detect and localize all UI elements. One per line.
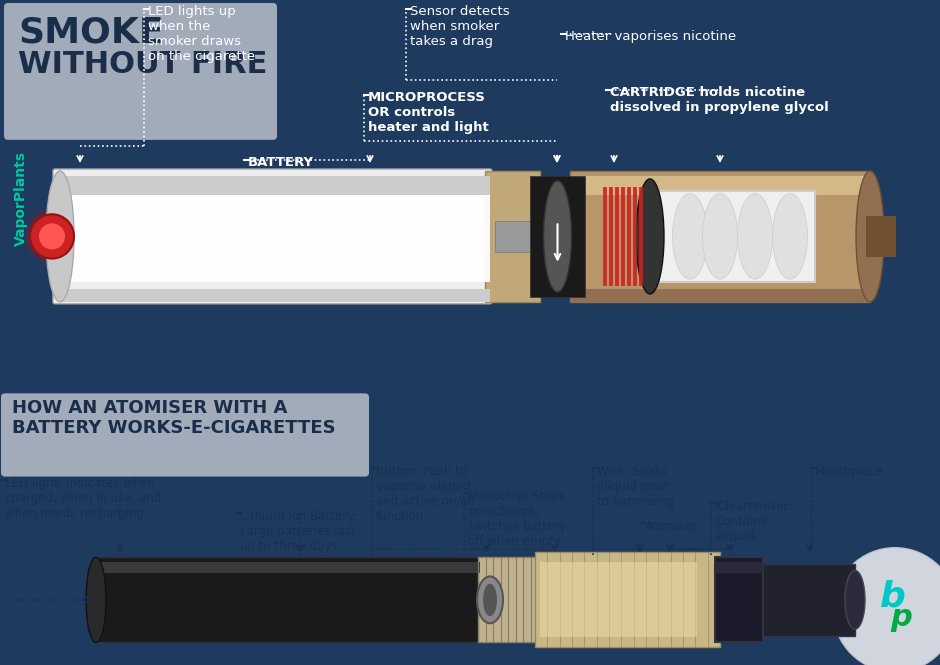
Circle shape [39, 223, 65, 249]
FancyBboxPatch shape [4, 3, 277, 140]
Ellipse shape [636, 179, 664, 294]
Bar [715, 561, 763, 573]
Text: VaporPlants: VaporPlants [14, 151, 28, 246]
Text: SMOKE: SMOKE [18, 15, 164, 49]
Text: p: p [890, 603, 912, 632]
Bar [760, 564, 855, 636]
Ellipse shape [86, 557, 106, 642]
Bar [95, 563, 480, 573]
Text: BATTERY: BATTERY [248, 156, 314, 169]
Text: IClearomiser:
Contains
eliquid.: IClearomiser: Contains eliquid. [715, 499, 793, 543]
Text: Atomiser: Atomiser [645, 519, 697, 533]
Ellipse shape [25, 209, 75, 264]
Bar [95, 557, 480, 642]
Ellipse shape [738, 194, 773, 279]
Bar [570, 289, 870, 302]
Text: Microchip: Stops
overcharge,
switches battery
off when empty: Microchip: Stops overcharge, switches ba… [468, 489, 567, 547]
Circle shape [833, 548, 940, 665]
Bar [60, 289, 490, 302]
Text: LED light: Indicates when
charged, when in use, and
when needs recharging.: LED light: Indicates when charged, when … [5, 477, 162, 519]
Text: Wick: Soaks
eliquid prior
to vaporising: Wick: Soaks eliquid prior to vaporising [597, 465, 674, 507]
Text: Button: Push to
vaporise eliquid
and active on/off
function.: Button: Push to vaporise eliquid and act… [376, 465, 476, 523]
Text: LED lights up
when the
smoker draws
on the cigarette: LED lights up when the smoker draws on t… [148, 5, 255, 63]
Bar [866, 216, 896, 257]
Bar [485, 171, 540, 302]
Ellipse shape [483, 584, 497, 616]
Text: HOW AN ATOMISER WITH A: HOW AN ATOMISER WITH A [12, 400, 288, 418]
Bar [60, 176, 490, 195]
Text: MICROPROCESS
OR controls
heater and light: MICROPROCESS OR controls heater and ligh… [368, 90, 489, 134]
Bar [570, 176, 870, 195]
FancyBboxPatch shape [53, 169, 492, 304]
Text: Mouthpiece: Mouthpiece [815, 465, 884, 477]
Text: Heater vaporises nicotine: Heater vaporises nicotine [565, 30, 736, 43]
Text: WITHOUT FIRE: WITHOUT FIRE [18, 51, 267, 79]
Bar [715, 557, 763, 642]
Bar [530, 176, 585, 297]
Ellipse shape [543, 181, 572, 292]
Ellipse shape [845, 571, 865, 629]
Text: Lithium ion Battery:
Large batteries last
up to three days.: Lithium ion Battery: Large batteries las… [240, 509, 357, 553]
Ellipse shape [702, 194, 738, 279]
Ellipse shape [773, 194, 807, 279]
Ellipse shape [46, 171, 74, 302]
Ellipse shape [477, 577, 503, 623]
Bar [495, 221, 570, 251]
Ellipse shape [856, 171, 884, 302]
Circle shape [30, 214, 74, 259]
Bar [535, 552, 720, 648]
Text: BATTERY WORKS-E-CIGARETTES: BATTERY WORKS-E-CIGARETTES [12, 420, 336, 438]
FancyBboxPatch shape [1, 394, 369, 477]
Bar [540, 562, 697, 638]
Bar [478, 557, 538, 642]
Ellipse shape [672, 194, 708, 279]
Text: CARTRIDGE holds nicotine
dissolved in propylene glycol: CARTRIDGE holds nicotine dissolved in pr… [610, 86, 829, 114]
Bar [655, 191, 815, 282]
Text: Sensor detects
when smoker
takes a drag: Sensor detects when smoker takes a drag [410, 5, 509, 48]
FancyBboxPatch shape [60, 191, 490, 282]
Text: b: b [880, 580, 906, 614]
Bar [570, 171, 870, 302]
